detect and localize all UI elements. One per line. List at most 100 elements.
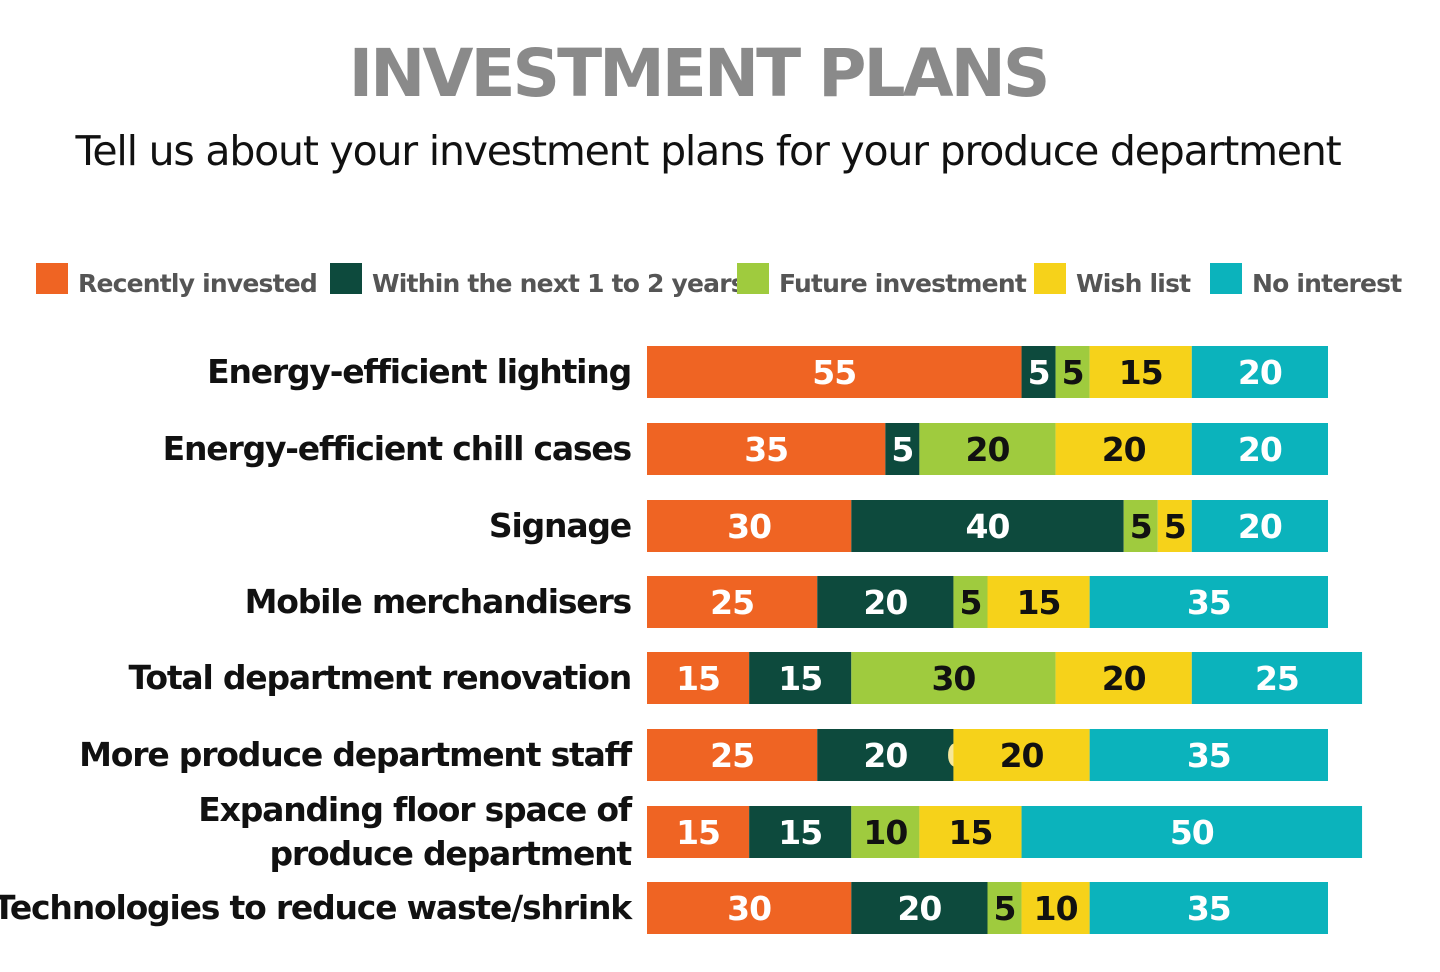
data-label: 25 bbox=[710, 736, 754, 775]
data-label: 20 bbox=[966, 430, 1010, 469]
bar-segment-recently-invested bbox=[647, 500, 852, 552]
bar-segment-within-the-next-1-to-2-years bbox=[885, 423, 920, 475]
data-label: 5 bbox=[1164, 507, 1186, 546]
bar-segment-wish-list bbox=[953, 729, 1090, 781]
data-label: 35 bbox=[744, 430, 788, 469]
category-label-total-department-renovation: Total department renovation bbox=[128, 658, 631, 697]
data-label: 30 bbox=[931, 659, 975, 698]
bar-segment-within-the-next-1-to-2-years bbox=[1021, 346, 1056, 398]
legend-swatch-recently-invested bbox=[36, 263, 68, 294]
data-label: 20 bbox=[1102, 659, 1146, 698]
legend-swatch-future-investment bbox=[737, 263, 769, 294]
category-label-energy-efficient-chill-cases: Energy-efficient chill cases bbox=[163, 429, 632, 468]
bar-segment-future-investment bbox=[1055, 346, 1090, 398]
bar-segment-future-investment bbox=[851, 806, 920, 858]
bar-segment-wish-list bbox=[919, 806, 1022, 858]
data-label: 15 bbox=[778, 659, 822, 698]
legend-label-wish-list: Wish list bbox=[1076, 269, 1191, 298]
chart-subtitle: Tell us about your investment plans for … bbox=[75, 127, 1342, 175]
legend: Recently invested Within the next 1 to 2 … bbox=[36, 263, 1403, 298]
legend-swatch-wish-list bbox=[1034, 263, 1066, 294]
category-labels: Energy-efficient lighting Energy-efficien… bbox=[0, 352, 634, 927]
bar-segment-future-investment bbox=[1123, 500, 1158, 552]
category-label-line: Expanding floor space of bbox=[198, 790, 633, 829]
data-label: 35 bbox=[1187, 889, 1231, 928]
bar-segment-within-the-next-1-to-2-years bbox=[817, 576, 954, 628]
bar-segment-recently-invested bbox=[647, 576, 818, 628]
legend-label-no-interest: No interest bbox=[1252, 269, 1402, 298]
data-label: 5 bbox=[1028, 353, 1050, 392]
bar-segment-recently-invested bbox=[647, 806, 750, 858]
bar-segment-no-interest bbox=[1089, 576, 1328, 628]
data-label: 5 bbox=[1130, 507, 1152, 546]
bar-segment-wish-list bbox=[987, 576, 1090, 628]
data-label: 30 bbox=[727, 507, 771, 546]
data-label: 40 bbox=[966, 507, 1010, 546]
data-label: 15 bbox=[1119, 353, 1163, 392]
bar-segment-wish-list bbox=[1055, 423, 1192, 475]
data-label: 15 bbox=[676, 659, 720, 698]
bar-segment-recently-invested bbox=[647, 652, 750, 704]
category-label-line: produce department bbox=[270, 834, 633, 873]
data-label: 35 bbox=[1187, 736, 1231, 775]
chart-title: INVESTMENT PLANS bbox=[349, 35, 1048, 112]
bar-segment-recently-invested bbox=[647, 729, 818, 781]
bar-segment-recently-invested bbox=[647, 423, 886, 475]
legend-label-within-the-next-1-to-2-years: Within the next 1 to 2 years bbox=[372, 269, 745, 298]
legend-label-recently-invested: Recently invested bbox=[78, 269, 317, 298]
category-label-energy-efficient-lighting: Energy-efficient lighting bbox=[207, 352, 631, 391]
bar-segment-no-interest bbox=[1191, 346, 1328, 398]
bar-segment-no-interest bbox=[1089, 729, 1328, 781]
bar-segment-recently-invested bbox=[647, 882, 852, 934]
bar-segment-no-interest bbox=[1191, 652, 1363, 704]
data-label: 5 bbox=[994, 889, 1016, 928]
data-label: 15 bbox=[778, 813, 822, 852]
data-label: 50 bbox=[1170, 813, 1214, 852]
data-label: 35 bbox=[1187, 583, 1231, 622]
data-label: 20 bbox=[1102, 430, 1146, 469]
data-label: 20 bbox=[1238, 507, 1282, 546]
data-label: 55 bbox=[812, 353, 856, 392]
data-label: 5 bbox=[891, 430, 913, 469]
bar-segment-recently-invested bbox=[647, 346, 1022, 398]
category-label-expanding-floor-space-of-produce-department: Expanding floor space of produce departme… bbox=[198, 790, 633, 873]
data-label: 25 bbox=[1255, 659, 1299, 698]
bar-segment-no-interest bbox=[1191, 500, 1328, 552]
bar-segment-future-investment bbox=[987, 882, 1022, 934]
legend-swatch-no-interest bbox=[1210, 263, 1242, 294]
data-label: 15 bbox=[949, 813, 993, 852]
bar-segment-within-the-next-1-to-2-years bbox=[851, 500, 1124, 552]
data-label: 10 bbox=[1034, 889, 1078, 928]
data-label: 20 bbox=[1238, 430, 1282, 469]
data-label: 20 bbox=[1000, 736, 1044, 775]
data-label: 15 bbox=[1017, 583, 1061, 622]
category-label-signage: Signage bbox=[489, 506, 631, 545]
data-label: 20 bbox=[863, 583, 907, 622]
data-label: 25 bbox=[710, 583, 754, 622]
data-label: 20 bbox=[897, 889, 941, 928]
bar-segment-within-the-next-1-to-2-years bbox=[749, 806, 852, 858]
data-label: 20 bbox=[863, 736, 907, 775]
data-label: 5 bbox=[959, 583, 981, 622]
bar-segment-future-investment bbox=[953, 576, 988, 628]
bar-segment-no-interest bbox=[1089, 882, 1328, 934]
bar-segment-no-interest bbox=[1191, 423, 1328, 475]
data-label: 30 bbox=[727, 889, 771, 928]
bar-segment-wish-list bbox=[1055, 652, 1192, 704]
bar-segment-within-the-next-1-to-2-years bbox=[851, 882, 988, 934]
bar-segment-wish-list bbox=[1021, 882, 1090, 934]
legend-swatch-within-the-next-1-to-2-years bbox=[330, 263, 362, 294]
bar-segment-within-the-next-1-to-2-years bbox=[749, 652, 852, 704]
data-label: 20 bbox=[1238, 353, 1282, 392]
data-label: 5 bbox=[1062, 353, 1084, 392]
bar-segment-wish-list bbox=[1089, 346, 1192, 398]
bar-segment-no-interest bbox=[1021, 806, 1363, 858]
bar-segment-future-investment bbox=[851, 652, 1056, 704]
category-label-technologies-to-reduce-waste-shrink: Technologies to reduce waste/shrink bbox=[0, 888, 633, 927]
category-label-mobile-merchandisers: Mobile merchandisers bbox=[245, 582, 632, 621]
data-label: 15 bbox=[676, 813, 720, 852]
data-label: 10 bbox=[863, 813, 907, 852]
bar-segment-wish-list bbox=[1157, 500, 1192, 552]
